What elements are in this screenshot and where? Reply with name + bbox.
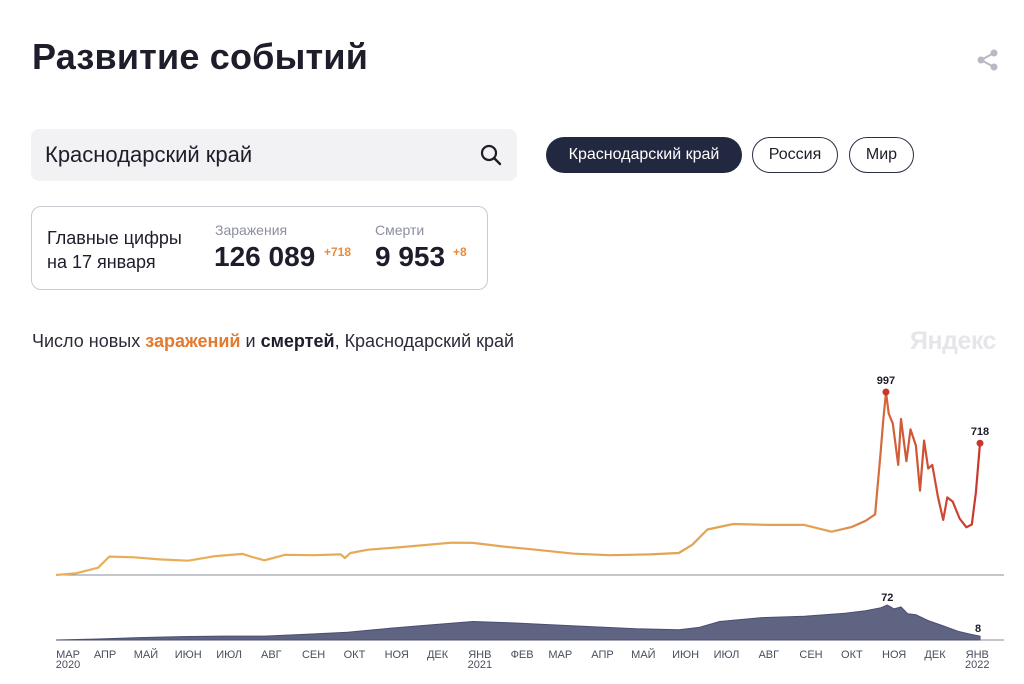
subtitle-part5: , Краснодарский край	[334, 331, 515, 351]
x-year-label: 2021	[468, 659, 492, 671]
deaths-series: 72 8	[55, 592, 981, 641]
cases-series: 997 718	[55, 375, 989, 577]
summary-label-line1: Главные цифры	[47, 228, 182, 248]
chart-subtitle: Число новых заражений и смертей, Краснод…	[32, 331, 514, 352]
x-tick-label: АВГ	[758, 649, 779, 661]
x-tick-label: ДЕК	[924, 649, 946, 661]
region-search-field[interactable]: Краснодарский край	[31, 129, 517, 181]
deaths-last-label: 8	[975, 623, 981, 635]
x-tick-label: ЯНВ	[468, 649, 491, 661]
search-icon[interactable]	[479, 143, 503, 167]
tab-krasnodar[interactable]: Краснодарский край	[546, 137, 742, 173]
x-tick-label: ФЕВ	[511, 649, 534, 661]
summary-date: на 17 января	[47, 252, 156, 272]
x-tick-label: ЯНВ	[966, 649, 989, 661]
x-tick-label: НОЯ	[385, 649, 409, 661]
x-tick-label: МАР	[56, 649, 80, 661]
deaths-peak-label: 72	[881, 592, 893, 604]
cases-last-label: 718	[971, 426, 989, 438]
x-tick-label: АПР	[94, 649, 116, 661]
subtitle-cases-word: заражений	[145, 331, 241, 351]
covid-chart: 997 718 72 8 МАР АПР МАЙ ИЮН ИЮЛ АВГ СЕН ОКТ НОЯ ДЕ…	[55, 375, 1004, 671]
cases-delta: +718	[324, 245, 352, 259]
summary-card: Главные цифры на 17 января Заражения 126…	[31, 206, 488, 290]
x-tick-label: НОЯ	[882, 649, 906, 661]
x-tick-label: АВГ	[261, 649, 282, 661]
x-tick-label: ИЮЛ	[216, 649, 242, 661]
x-tick-label: ИЮЛ	[714, 649, 740, 661]
subtitle-deaths-word: смертей	[260, 331, 335, 351]
cases-peak-label: 997	[877, 375, 895, 387]
deaths-value: 9 953	[375, 241, 446, 272]
x-tick-label: ДЕК	[427, 649, 449, 661]
deaths-label: Смерти	[375, 222, 425, 238]
cases-last-point[interactable]	[976, 439, 984, 447]
yandex-watermark: Яндекс	[910, 327, 996, 355]
tab-world[interactable]: Мир	[849, 137, 914, 173]
x-year-label: 2022	[965, 659, 989, 671]
x-axis: МАР АПР МАЙ ИЮН ИЮЛ АВГ СЕН ОКТ НОЯ ДЕК ЯНВ ФЕВ МАР А…	[56, 648, 990, 671]
x-tick-label: АПР	[591, 649, 613, 661]
page-title: Развитие событий	[32, 36, 369, 77]
x-tick-label: ОКТ	[841, 649, 863, 661]
deaths-delta: +8	[453, 245, 467, 259]
search-input[interactable]: Краснодарский край	[45, 142, 253, 167]
cases-value: 126 089	[214, 241, 316, 272]
x-tick-label: ОКТ	[344, 649, 366, 661]
x-tick-label: ИЮН	[175, 649, 202, 661]
deaths-area	[55, 604, 981, 641]
x-tick-label: СЕН	[799, 649, 822, 661]
x-tick-label: МАЙ	[631, 648, 655, 661]
cases-line	[55, 390, 982, 577]
summary-label: Главные цифры на 17 января	[47, 226, 207, 274]
cases-label: Заражения	[215, 222, 288, 238]
subtitle-part1: Число новых	[32, 331, 146, 351]
x-tick-label: МАЙ	[134, 648, 158, 661]
share-icon[interactable]	[975, 47, 1001, 73]
x-tick-label: МАР	[548, 649, 572, 661]
tab-russia[interactable]: Россия	[752, 137, 838, 173]
cases-peak-point[interactable]	[882, 388, 890, 396]
x-tick-label: СЕН	[302, 649, 325, 661]
x-tick-label: ИЮН	[672, 649, 699, 661]
x-year-label: 2020	[56, 659, 80, 671]
subtitle-part3: и	[240, 331, 261, 351]
